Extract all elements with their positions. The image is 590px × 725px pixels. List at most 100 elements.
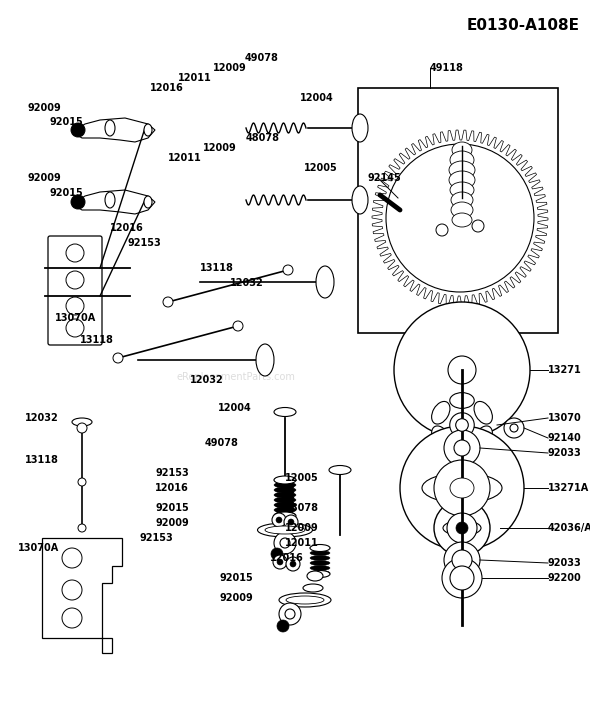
Text: E0130-A108E: E0130-A108E: [467, 18, 580, 33]
Text: 12011: 12011: [168, 153, 202, 163]
Ellipse shape: [450, 442, 474, 457]
Text: 92145: 92145: [368, 173, 402, 183]
Ellipse shape: [422, 473, 502, 503]
Circle shape: [290, 561, 296, 567]
Text: 13118: 13118: [200, 263, 234, 273]
Circle shape: [444, 430, 480, 466]
Ellipse shape: [274, 407, 296, 416]
Text: 92009: 92009: [220, 593, 254, 603]
Text: 13070: 13070: [548, 413, 582, 423]
Ellipse shape: [451, 192, 473, 208]
Circle shape: [273, 555, 287, 569]
Ellipse shape: [352, 114, 368, 142]
Ellipse shape: [274, 507, 296, 513]
Circle shape: [66, 319, 84, 337]
Text: 92033: 92033: [548, 448, 582, 458]
Text: 92153: 92153: [140, 533, 173, 543]
Circle shape: [66, 297, 84, 315]
Ellipse shape: [450, 393, 474, 408]
Text: 12011: 12011: [285, 538, 319, 548]
Circle shape: [283, 265, 293, 275]
Text: 13118: 13118: [25, 455, 59, 465]
Circle shape: [66, 244, 84, 262]
Ellipse shape: [450, 182, 474, 198]
Ellipse shape: [144, 196, 152, 208]
Text: 12005: 12005: [285, 473, 319, 483]
Text: 13271A: 13271A: [548, 483, 589, 493]
Text: 12004: 12004: [218, 403, 252, 413]
FancyBboxPatch shape: [48, 236, 102, 345]
Ellipse shape: [310, 566, 330, 571]
Circle shape: [284, 515, 298, 529]
Circle shape: [71, 195, 85, 209]
Circle shape: [450, 566, 474, 590]
Text: 42036/A/B: 42036/A/B: [548, 523, 590, 533]
Ellipse shape: [310, 555, 330, 560]
Ellipse shape: [474, 402, 493, 424]
Circle shape: [434, 500, 490, 556]
Ellipse shape: [310, 544, 330, 552]
Ellipse shape: [274, 482, 296, 488]
Circle shape: [447, 513, 477, 543]
Ellipse shape: [452, 213, 472, 227]
Ellipse shape: [274, 477, 296, 483]
Text: 12032: 12032: [25, 413, 59, 423]
Text: 92009: 92009: [28, 103, 62, 113]
Ellipse shape: [432, 402, 450, 424]
Circle shape: [78, 524, 86, 532]
Ellipse shape: [274, 512, 296, 520]
Ellipse shape: [451, 202, 473, 218]
Circle shape: [280, 538, 290, 548]
Circle shape: [78, 478, 86, 486]
Text: 92153: 92153: [128, 238, 162, 248]
Circle shape: [472, 220, 484, 232]
Text: eReplacementParts.com: eReplacementParts.com: [176, 372, 296, 382]
Text: 92153: 92153: [155, 468, 189, 478]
Circle shape: [77, 423, 87, 433]
Ellipse shape: [105, 192, 115, 208]
Text: 13070A: 13070A: [55, 313, 96, 323]
Ellipse shape: [307, 571, 323, 581]
Text: 92009: 92009: [155, 518, 189, 528]
Ellipse shape: [274, 512, 296, 518]
Polygon shape: [372, 130, 548, 306]
Text: 12032: 12032: [230, 278, 264, 288]
Text: 49118: 49118: [430, 63, 464, 73]
Text: 92200: 92200: [548, 573, 582, 583]
Ellipse shape: [329, 465, 351, 474]
Ellipse shape: [303, 584, 323, 592]
Ellipse shape: [274, 476, 296, 484]
Polygon shape: [42, 538, 122, 653]
Ellipse shape: [452, 142, 472, 158]
Ellipse shape: [105, 120, 115, 136]
Text: 12011: 12011: [178, 73, 212, 83]
Circle shape: [279, 603, 301, 625]
Ellipse shape: [265, 526, 305, 534]
Circle shape: [62, 548, 82, 568]
Bar: [358, 88, 558, 333]
Text: 12009: 12009: [285, 523, 319, 533]
Text: 92033: 92033: [548, 558, 582, 568]
Circle shape: [442, 558, 482, 598]
Ellipse shape: [443, 521, 481, 536]
Circle shape: [504, 418, 524, 438]
Circle shape: [450, 413, 474, 437]
Ellipse shape: [274, 492, 296, 498]
Circle shape: [113, 353, 123, 363]
Text: 13118: 13118: [80, 335, 114, 345]
Circle shape: [436, 224, 448, 236]
Ellipse shape: [256, 344, 274, 376]
Circle shape: [288, 519, 294, 525]
Ellipse shape: [449, 171, 475, 189]
Circle shape: [456, 522, 468, 534]
Circle shape: [274, 532, 296, 554]
Ellipse shape: [310, 571, 330, 578]
Circle shape: [452, 550, 472, 570]
Text: 12032: 12032: [190, 375, 224, 385]
Ellipse shape: [310, 571, 330, 576]
Ellipse shape: [310, 560, 330, 566]
Text: 13070A: 13070A: [18, 543, 59, 553]
Text: 12009: 12009: [213, 63, 247, 73]
Ellipse shape: [352, 186, 368, 214]
Text: 12016: 12016: [270, 553, 304, 563]
